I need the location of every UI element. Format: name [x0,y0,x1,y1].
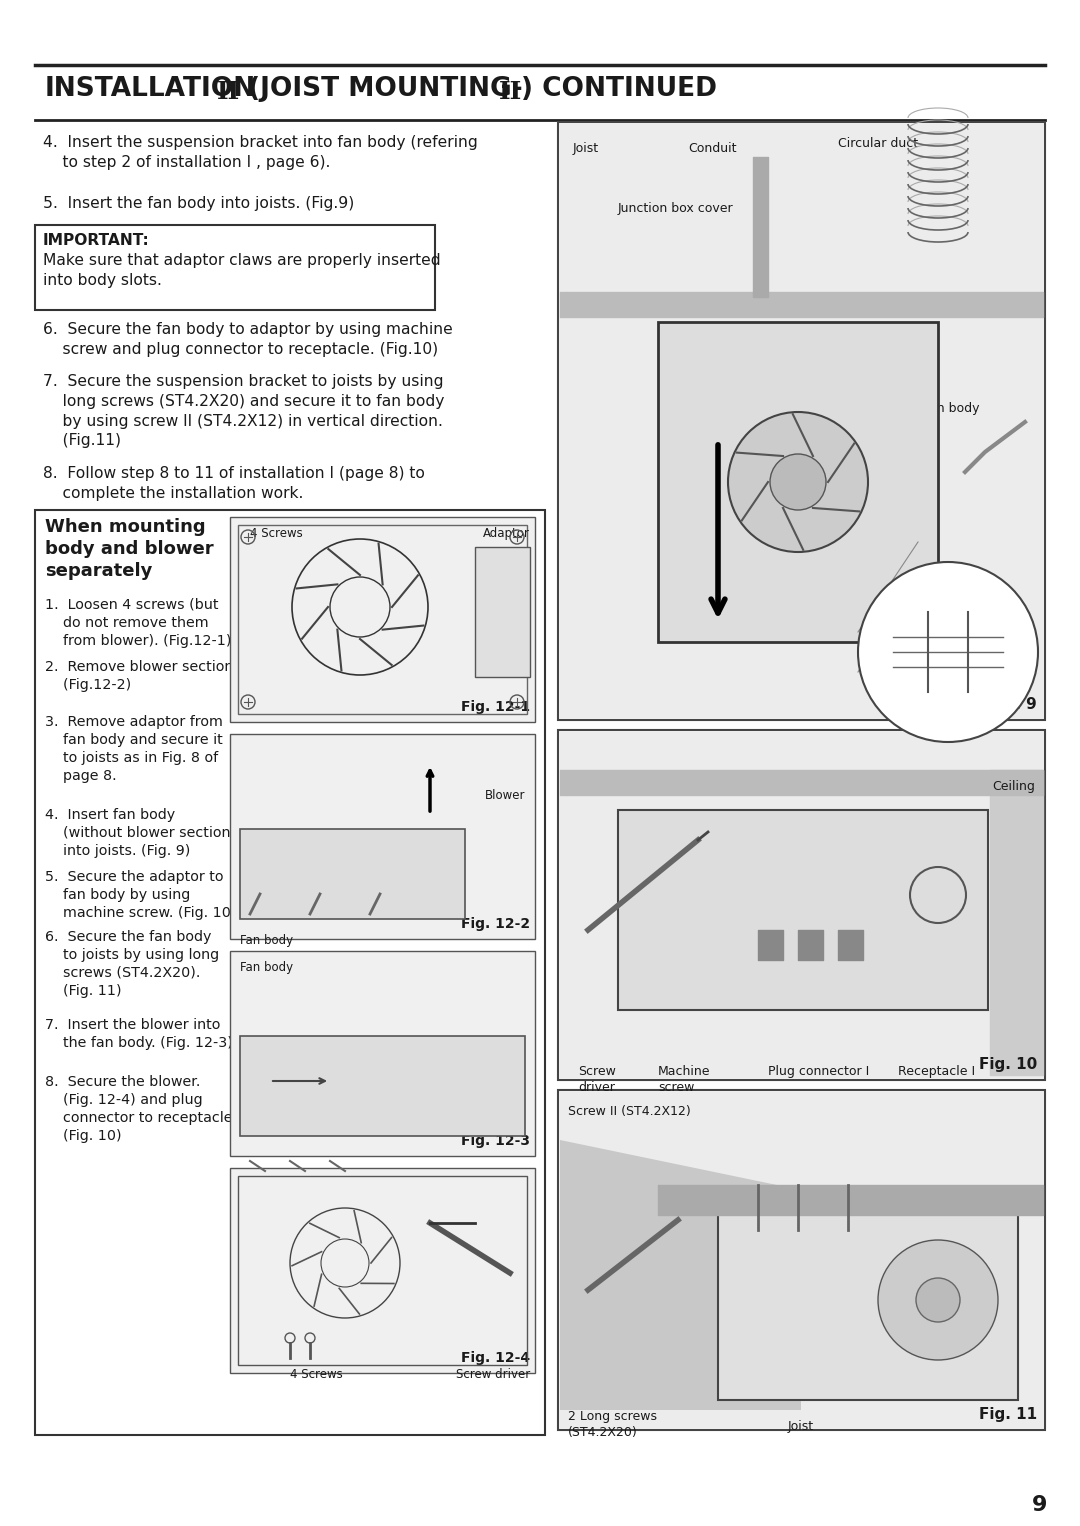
Bar [561,124,1043,719]
Text: 7.  Insert the blower into
    the fan body. (Fig. 12-3): 7. Insert the blower into the fan body. … [45,1018,233,1050]
Text: Fig. 9: Fig. 9 [989,697,1037,713]
Text: 9: 9 [1032,1495,1048,1515]
Bar [658,322,939,642]
Text: Adaptor
claws: Adaptor claws [888,513,937,542]
Bar [558,1090,1045,1430]
Polygon shape [561,1140,801,1410]
Text: 2.  Remove blower section.
    (Fig.12-2): 2. Remove blower section. (Fig.12-2) [45,661,238,691]
Bar [618,810,988,1010]
Bar [35,224,435,310]
Text: II: II [217,79,240,104]
Text: Fig. 12-1: Fig. 12-1 [461,700,530,714]
Text: INSTALLATION: INSTALLATION [45,76,256,102]
Bar [718,1210,1018,1399]
Text: 4 Screws: 4 Screws [291,1367,342,1381]
Text: IMPORTANT:: IMPORTANT: [43,233,150,249]
Circle shape [728,412,868,552]
Text: Fan body: Fan body [923,401,980,415]
Bar [240,829,465,919]
Bar [558,729,1045,1080]
Bar [238,1177,527,1364]
Text: Plug connector I: Plug connector I [768,1065,869,1077]
Text: Fig. 12-2: Fig. 12-2 [461,917,530,931]
Text: 5.  Secure the adaptor to
    fan body by using
    machine screw. (Fig. 10): 5. Secure the adaptor to fan body by usi… [45,870,237,920]
Text: Conduit: Conduit [688,142,737,156]
Bar [230,951,535,1157]
Circle shape [916,1277,960,1322]
Text: 7.  Secure the suspension bracket to joists by using
    long screws (ST4.2X20) : 7. Secure the suspension bracket to jois… [43,374,444,449]
Text: 5.  Insert the fan body into joists. (Fig.9): 5. Insert the fan body into joists. (Fig… [43,195,354,211]
Text: 6.  Secure the fan body
    to joists by using long
    screws (ST4.2X20).
    (: 6. Secure the fan body to joists by usin… [45,929,219,998]
Bar [238,525,527,714]
Bar [230,734,535,938]
Bar [35,510,545,1434]
Text: 4 Screws: 4 Screws [249,526,302,540]
Circle shape [858,562,1038,742]
Text: Screw II (ST4.2X12): Screw II (ST4.2X12) [568,1105,691,1119]
Bar [230,1167,535,1373]
Text: 1.  Loosen 4 screws (but
    do not remove them
    from blower). (Fig.12-1): 1. Loosen 4 screws (but do not remove th… [45,598,231,647]
Text: Adaptor: Adaptor [483,526,530,540]
Text: 8.  Follow step 8 to 11 of installation I (page 8) to
    complete the installat: 8. Follow step 8 to 11 of installation I… [43,465,424,501]
Text: Blower: Blower [485,789,525,803]
Bar [561,732,1043,1077]
Text: Make sure that adaptor claws are properly inserted
into body slots.: Make sure that adaptor claws are properl… [43,253,441,288]
Bar [230,517,535,722]
Text: Joist: Joist [788,1421,814,1433]
Bar [558,122,1045,720]
Text: Fan body: Fan body [240,934,293,948]
Text: When mounting
body and blower
separately: When mounting body and blower separately [45,517,214,580]
Text: 2 Long screws
(ST4.2X20): 2 Long screws (ST4.2X20) [568,1410,657,1439]
Text: Screw driver: Screw driver [456,1367,530,1381]
Text: 3.  Remove adaptor from
    fan body and secure it
    to joists as in Fig. 8 of: 3. Remove adaptor from fan body and secu… [45,716,222,783]
Text: 4.  Insert the suspension bracket into fan body (refering
    to step 2 of insta: 4. Insert the suspension bracket into fa… [43,134,477,169]
Bar [240,1036,525,1135]
Circle shape [878,1241,998,1360]
Text: ) CONTINUED: ) CONTINUED [521,76,717,102]
Text: Fig. 11: Fig. 11 [978,1407,1037,1422]
Text: Joist: Joist [573,142,599,156]
Text: Screw
driver: Screw driver [578,1065,616,1094]
Text: 4.  Insert fan body
    (without blower section)
    into joists. (Fig. 9): 4. Insert fan body (without blower secti… [45,807,237,858]
Text: Ceiling: Ceiling [993,780,1035,794]
Text: Machine
screw: Machine screw [658,1065,711,1094]
Circle shape [770,455,826,510]
Text: Fig. 12-4: Fig. 12-4 [461,1351,530,1364]
Text: Circular duct: Circular duct [838,137,918,150]
Text: II: II [499,79,523,104]
Text: Receptacle I: Receptacle I [897,1065,975,1077]
Text: Fan body: Fan body [240,961,293,974]
Text: Junction box cover: Junction box cover [618,201,733,215]
Bar [475,546,530,678]
Text: (JOIST MOUNTING-: (JOIST MOUNTING- [239,76,523,102]
Text: Fig. 10: Fig. 10 [978,1058,1037,1071]
Text: 6.  Secure the fan body to adaptor by using machine
    screw and plug connector: 6. Secure the fan body to adaptor by usi… [43,322,453,357]
Text: Fig. 12-3: Fig. 12-3 [461,1134,530,1148]
Bar [561,1093,1043,1428]
Text: 8.  Secure the blower.
    (Fig. 12-4) and plug
    connector to receptacle.
   : 8. Secure the blower. (Fig. 12-4) and pl… [45,1074,237,1143]
